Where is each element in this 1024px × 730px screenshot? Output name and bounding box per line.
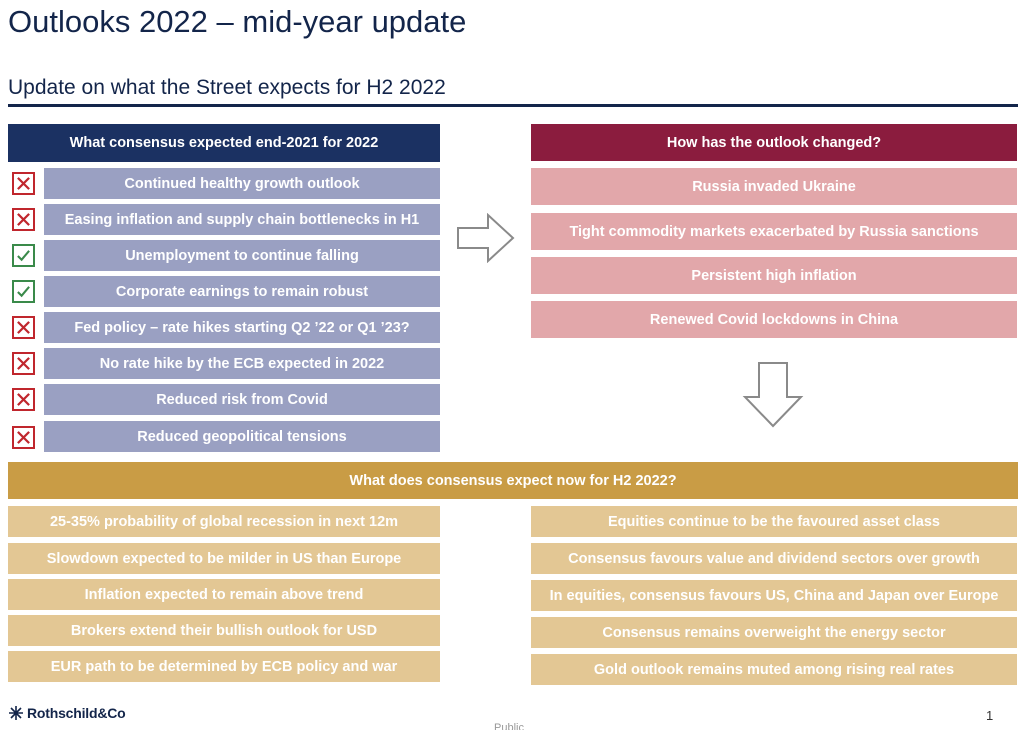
x-mark-icon (12, 352, 35, 375)
expected-item: Reduced risk from Covid (44, 384, 440, 415)
x-mark-icon (12, 208, 35, 231)
expected-header: What consensus expected end-2021 for 202… (8, 124, 440, 162)
now-right-item: Consensus remains overweight the energy … (531, 617, 1017, 648)
now-left-item: EUR path to be determined by ECB policy … (8, 651, 440, 682)
changed-item: Tight commodity markets exacerbated by R… (531, 213, 1017, 250)
now-right-item: In equities, consensus favours US, China… (531, 580, 1017, 611)
now-left-item: Brokers extend their bullish outlook for… (8, 615, 440, 646)
page-number: 1 (986, 708, 994, 723)
check-mark-icon (12, 280, 35, 303)
changed-item: Renewed Covid lockdowns in China (531, 301, 1017, 338)
slide-title: Outlooks 2022 – mid-year update (8, 4, 467, 39)
star-logo-icon (9, 706, 23, 720)
x-mark-icon (12, 316, 35, 339)
brand-logo: Rothschild&Co (8, 705, 126, 721)
slide-subtitle: Update on what the Street expects for H2… (8, 76, 446, 99)
expected-item: Corporate earnings to remain robust (44, 276, 440, 307)
expected-item: Continued healthy growth outlook (44, 168, 440, 199)
now-right-item: Gold outlook remains muted among rising … (531, 654, 1017, 685)
brand-name: Rothschild&Co (27, 705, 126, 721)
arrow-right-icon (457, 213, 515, 263)
x-mark-icon (12, 426, 35, 449)
expected-item: Fed policy – rate hikes starting Q2 ’22 … (44, 312, 440, 343)
now-left-item: 25-35% probability of global recession i… (8, 506, 440, 537)
arrow-down-icon (742, 362, 804, 428)
now-right-item: Equities continue to be the favoured ass… (531, 506, 1017, 537)
now-left-item: Inflation expected to remain above trend (8, 579, 440, 610)
expected-item: No rate hike by the ECB expected in 2022 (44, 348, 440, 379)
x-mark-icon (12, 172, 35, 195)
now-right-item: Consensus favours value and dividend sec… (531, 543, 1017, 574)
title-divider (8, 104, 1018, 107)
expected-item: Reduced geopolitical tensions (44, 421, 440, 452)
expected-item: Easing inflation and supply chain bottle… (44, 204, 440, 235)
now-left-item: Slowdown expected to be milder in US tha… (8, 543, 440, 574)
x-mark-icon (12, 388, 35, 411)
classification-label: Public (494, 722, 524, 730)
expected-item: Unemployment to continue falling (44, 240, 440, 271)
changed-item: Persistent high inflation (531, 257, 1017, 294)
changed-item: Russia invaded Ukraine (531, 168, 1017, 205)
check-mark-icon (12, 244, 35, 267)
changed-header: How has the outlook changed? (531, 124, 1017, 161)
now-header: What does consensus expect now for H2 20… (8, 462, 1018, 499)
